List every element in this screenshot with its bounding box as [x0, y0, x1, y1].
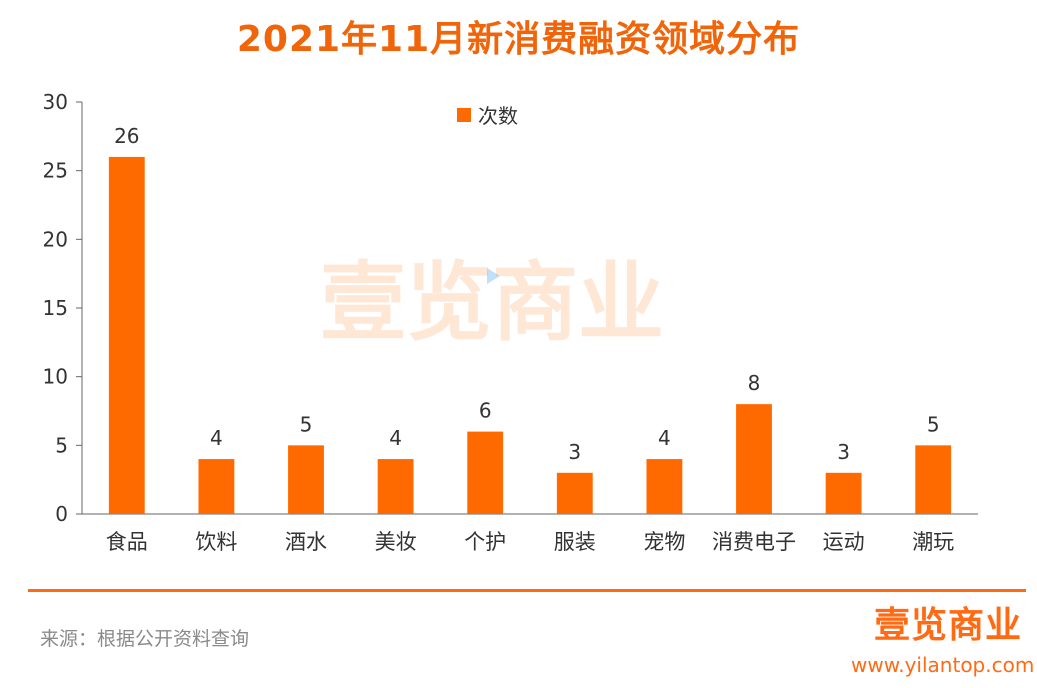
data-label: 5 — [300, 412, 313, 436]
y-tick-label: 15 — [43, 296, 68, 320]
data-label: 4 — [658, 426, 671, 450]
data-label: 26 — [114, 124, 139, 148]
source-note: 来源：根据公开资料查询 — [40, 628, 250, 650]
x-tick-label: 美妆 — [375, 530, 417, 554]
y-tick-label: 5 — [55, 433, 68, 457]
x-tick-label: 食品 — [106, 530, 148, 554]
bar — [736, 404, 772, 514]
y-tick-label: 10 — [43, 365, 68, 389]
x-tick-label: 服装 — [554, 530, 596, 554]
watermark: 壹览商业 — [320, 253, 664, 353]
x-tick-label: 个护 — [464, 530, 506, 554]
bar — [377, 459, 414, 514]
y-tick-label: 25 — [43, 159, 68, 183]
y-tick-label: 0 — [55, 502, 68, 526]
data-label: 3 — [837, 440, 850, 464]
bar — [108, 156, 145, 514]
bar — [646, 459, 683, 514]
chart-title: 2021年11月新消费融资领域分布 — [236, 19, 801, 60]
data-label: 6 — [479, 399, 492, 423]
x-tick-label: 酒水 — [285, 530, 327, 554]
footer-divider — [28, 589, 1026, 592]
x-tick-label: 宠物 — [643, 530, 685, 554]
data-label: 4 — [210, 426, 223, 450]
legend-label: 次数 — [478, 104, 518, 128]
data-label: 8 — [748, 371, 761, 395]
x-tick-label: 运动 — [823, 530, 865, 554]
data-label: 4 — [389, 426, 402, 450]
bar — [915, 445, 952, 514]
bar — [288, 445, 324, 514]
brand-logo: 壹览商业 — [874, 605, 1023, 646]
bar — [825, 472, 862, 514]
x-tick-label: 饮料 — [195, 530, 237, 554]
data-label: 3 — [568, 440, 581, 464]
y-tick-label: 30 — [43, 90, 68, 114]
y-tick-label: 20 — [43, 227, 68, 251]
bar — [198, 459, 235, 514]
x-tick-label: 消费电子 — [712, 530, 796, 554]
bar — [556, 472, 593, 514]
x-tick-label: 潮玩 — [912, 530, 954, 554]
bar-chart: 壹览商业 0 5 10 15 20 25 30 26 食品 4 饮料 5 酒水 4 美妆 6 个护 3 服装 4 宠物… — [43, 90, 978, 554]
watermark-play-icon — [487, 268, 500, 284]
website-link: www.yilantop.com — [851, 653, 1035, 677]
bar — [467, 431, 504, 514]
legend-swatch — [457, 108, 471, 122]
data-label: 5 — [927, 412, 940, 436]
